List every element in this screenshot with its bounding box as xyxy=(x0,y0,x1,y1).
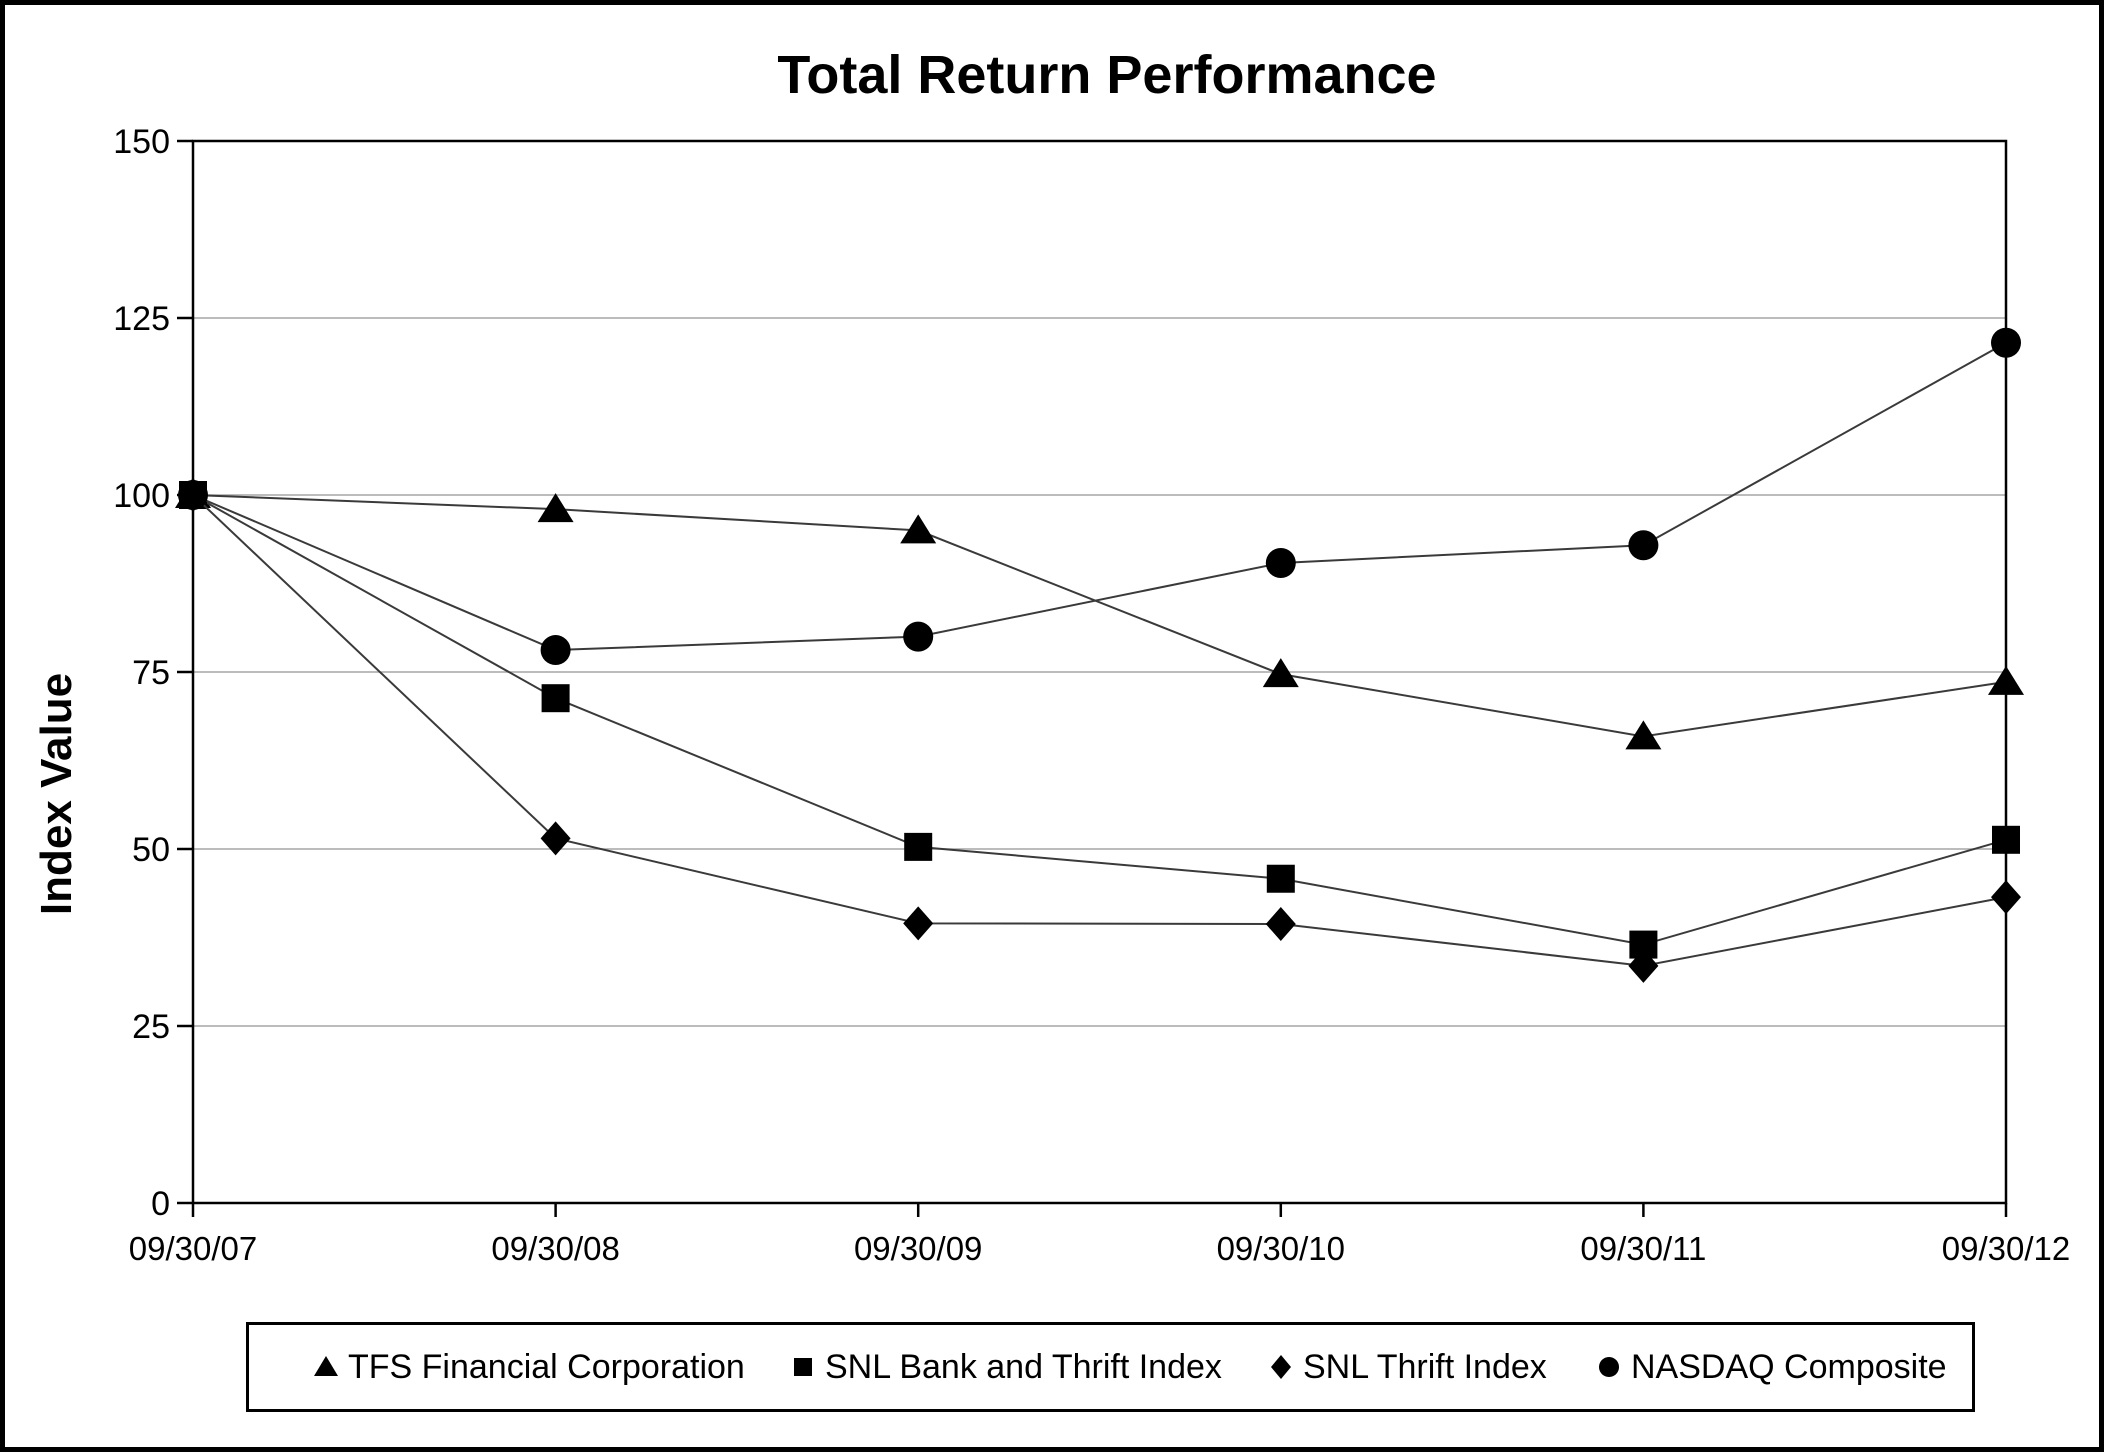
legend-item-tfs-financial-corporation: TFS Financial Corporation xyxy=(311,1325,745,1409)
x-tick-label-1: 09/30/08 xyxy=(491,1230,619,1267)
legend-marker-shape xyxy=(1271,1355,1291,1379)
diamond-icon xyxy=(1271,1355,1291,1379)
triangle-icon xyxy=(314,1356,338,1376)
legend-marker-shape xyxy=(314,1356,338,1376)
legend-marker-shape xyxy=(794,1358,812,1376)
marker-nasdaq-composite-4 xyxy=(1628,530,1659,561)
marker-tfs-financial-corporation-4 xyxy=(1625,720,1662,750)
y-tick-label-75: 75 xyxy=(132,654,170,692)
marker-snl-thrift-index-1 xyxy=(540,821,571,856)
x-tick-label-3: 09/30/10 xyxy=(1217,1230,1345,1267)
marker-nasdaq-composite-2 xyxy=(903,621,934,652)
square-icon xyxy=(794,1358,812,1376)
y-tick-label-0: 0 xyxy=(151,1185,170,1223)
marker-snl-bank-and-thrift-index-5 xyxy=(1992,825,2020,854)
series-line-nasdaq-composite xyxy=(192,341,2007,652)
x-tick-label-5: 09/30/12 xyxy=(1942,1230,2070,1267)
legend-label: TFS Financial Corporation xyxy=(348,1347,745,1386)
y-tick-label-50: 50 xyxy=(132,831,170,869)
legend-label: SNL Bank and Thrift Index xyxy=(825,1347,1222,1386)
y-tick-label-100: 100 xyxy=(113,477,170,515)
marker-snl-thrift-index-5 xyxy=(1991,880,2021,915)
legend: TFS Financial Corporation SNL Bank and Th… xyxy=(246,1322,1975,1412)
marker-snl-thrift-index-2 xyxy=(903,906,934,941)
marker-tfs-financial-corporation-3 xyxy=(1262,658,1299,688)
marker-nasdaq-composite-1 xyxy=(540,635,571,666)
legend-item-snl-thrift-index: SNL Thrift Index xyxy=(1266,1325,1547,1409)
marker-snl-thrift-index-3 xyxy=(1265,907,1296,942)
y-tick-label-125: 125 xyxy=(113,300,170,338)
series-line-snl-thrift-index xyxy=(192,494,2007,967)
x-tick-label-2: 09/30/09 xyxy=(854,1230,982,1267)
legend-item-nasdaq-composite: NASDAQ Composite xyxy=(1594,1325,1947,1409)
legend-label: SNL Thrift Index xyxy=(1303,1347,1547,1386)
x-tick-label-0: 09/30/07 xyxy=(129,1230,257,1267)
marker-nasdaq-composite-0 xyxy=(178,480,208,510)
chart-title: Total Return Performance xyxy=(777,45,1437,105)
series-line-tfs-financial-corporation xyxy=(192,494,2007,738)
marker-tfs-financial-corporation-2 xyxy=(900,514,937,544)
marker-tfs-financial-corporation-1 xyxy=(537,493,574,523)
marker-tfs-financial-corporation-5 xyxy=(1988,665,2024,695)
marker-snl-thrift-index-4 xyxy=(1628,948,1659,983)
x-tick-label-4: 09/30/11 xyxy=(1580,1230,1706,1267)
y-tick-label-25: 25 xyxy=(132,1008,170,1046)
legend-item-snl-bank-and-thrift-index: SNL Bank and Thrift Index xyxy=(788,1325,1222,1409)
marker-snl-bank-and-thrift-index-2 xyxy=(904,832,933,861)
series-line-snl-bank-and-thrift-index xyxy=(192,494,2007,946)
legend-label: NASDAQ Composite xyxy=(1631,1347,1947,1386)
marker-snl-bank-and-thrift-index-3 xyxy=(1266,864,1295,893)
marker-nasdaq-composite-5 xyxy=(1991,327,2021,358)
circle-icon xyxy=(1599,1357,1620,1377)
marker-nasdaq-composite-3 xyxy=(1265,547,1296,578)
marker-snl-bank-and-thrift-index-1 xyxy=(541,684,570,713)
legend-marker-shape xyxy=(1599,1357,1620,1377)
y-tick-label-150: 150 xyxy=(113,123,170,161)
